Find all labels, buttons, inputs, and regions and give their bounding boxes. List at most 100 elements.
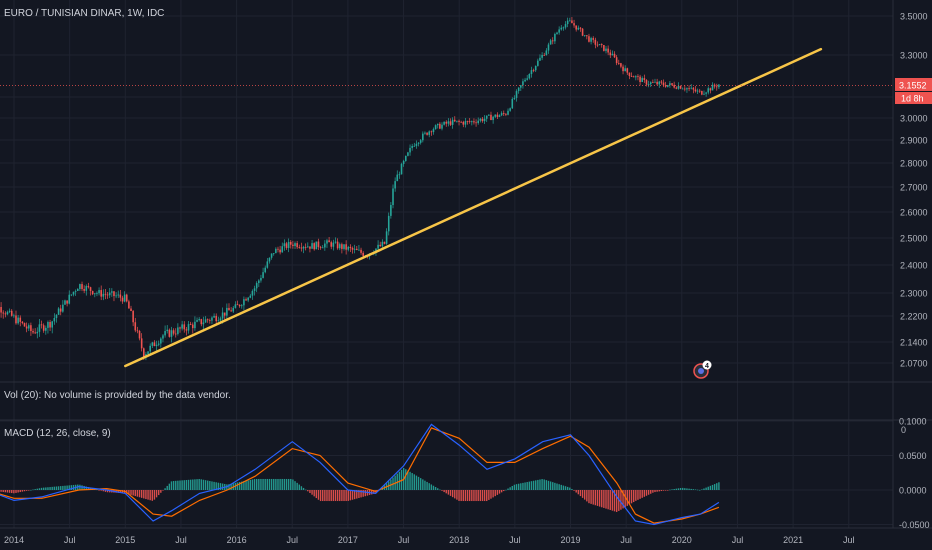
candle-body [649,82,652,85]
macd-histogram-bar [515,484,518,490]
candle-body [294,243,296,246]
candle-body [520,85,522,88]
price-tick-label: 2.1400 [900,338,928,348]
time-tick-label: 2021 [783,535,803,545]
candle-body [66,300,68,304]
candle-body [673,84,675,88]
candle-body [534,65,537,71]
macd-histogram-bar [613,490,616,512]
candle-body [258,280,260,284]
price-tick-label: 2.7000 [900,183,928,193]
price-candles [0,17,720,361]
candle-body [449,121,452,125]
candle-body [592,38,595,40]
macd-histogram-bar [328,490,330,502]
macd-histogram-bar [718,482,720,490]
macd-histogram-bar [564,486,567,490]
price-tick-label: 2.5000 [900,234,928,244]
macd-legend[interactable]: MACD (12, 26, close, 9) [4,428,111,439]
candle-body [530,70,533,75]
macd-histogram-bar [671,489,673,490]
candle-body [445,121,448,124]
candle-body [441,124,443,129]
candle-body [104,293,107,295]
candle-body [17,317,19,324]
macd-histogram-bar [528,481,531,490]
candle-body [27,325,30,329]
macd-histogram-bar [6,490,9,493]
macd-histogram-bar [705,487,707,490]
macd-histogram-bar [460,490,462,502]
candle-body [560,27,563,30]
macd-histogram-bar [353,490,356,500]
macd-histogram-bar [102,490,105,492]
macd-histogram-bar [238,482,241,490]
candle-body [443,121,445,125]
macd-histogram-bar [87,487,90,490]
candle-body [275,248,277,254]
candle-body [262,272,264,278]
events-badge[interactable]: 4 [693,360,712,379]
macd-histogram-bar [34,489,36,490]
candle-body [528,74,531,79]
candle-body [268,257,271,262]
macd-histogram-bar [486,490,488,502]
time-tick-label: 2018 [449,535,469,545]
macd-histogram-bar [532,480,535,490]
macd-histogram-bar [23,490,26,492]
candle-body [353,248,356,250]
candle-body [485,115,488,119]
candle-body [245,299,247,301]
candle-body [198,319,200,321]
macd-histogram-bar [511,486,513,490]
candle-body [573,23,575,26]
time-tick-label: Jul [843,535,855,545]
macd-histogram-bar [650,490,652,494]
macd-histogram-bar [656,490,658,492]
macd-histogram-bar [411,473,413,490]
candle-body [466,121,469,122]
macd-histogram-bar [204,480,207,490]
candle-body [402,160,405,164]
trendline-layer[interactable] [124,47,823,368]
candle-body [45,327,47,331]
candle-body [475,122,477,124]
candle-body [108,292,111,296]
candle-body [551,40,554,42]
volume-legend[interactable]: Vol (20): No volume is provided by the d… [4,390,231,401]
candle-body [85,286,88,291]
macd-axis[interactable]: 0.1000 0.0500 0.0000 -0.0500 [899,417,930,531]
macd-histogram-bar [552,482,554,490]
candle-body [671,83,673,85]
candle-body [464,121,467,125]
macd-histogram-bar [19,490,21,493]
macd-histogram-bar [466,490,469,502]
macd-histogram-bar [187,479,190,490]
macd-histogram-bar [541,479,543,490]
macd-histogram-bar [245,480,247,490]
candle-body [549,40,552,45]
candle-body [298,247,301,249]
candle-body [347,246,350,250]
price-tick-label: 2.2200 [900,312,928,322]
macd-histogram-bar [496,490,499,495]
macd-histogram-bar [172,481,175,490]
macd-histogram-bar [422,479,424,490]
candle-body [19,317,22,322]
macd-histogram-bar [136,490,139,497]
candle-body [434,125,437,130]
macd-histogram-bar [217,482,220,490]
candle-body [270,253,273,258]
macd-histogram-bar [277,478,279,490]
trendline[interactable] [124,47,823,368]
candle-body [253,288,256,291]
candle-body [635,76,637,78]
macd-histogram-bar [605,490,607,509]
time-axis[interactable]: 2014 Jul 2015 Jul 2016 Jul 2017 Jul 2018 Jul 2019 J… [4,535,855,545]
candle-body [206,319,209,321]
candle-body [57,308,60,315]
macd-tick-label: 0.1000 [899,417,927,427]
symbol-title[interactable]: EURO / TUNISIAN DINAR, 1W, IDC [4,8,164,19]
candle-body [6,311,9,315]
